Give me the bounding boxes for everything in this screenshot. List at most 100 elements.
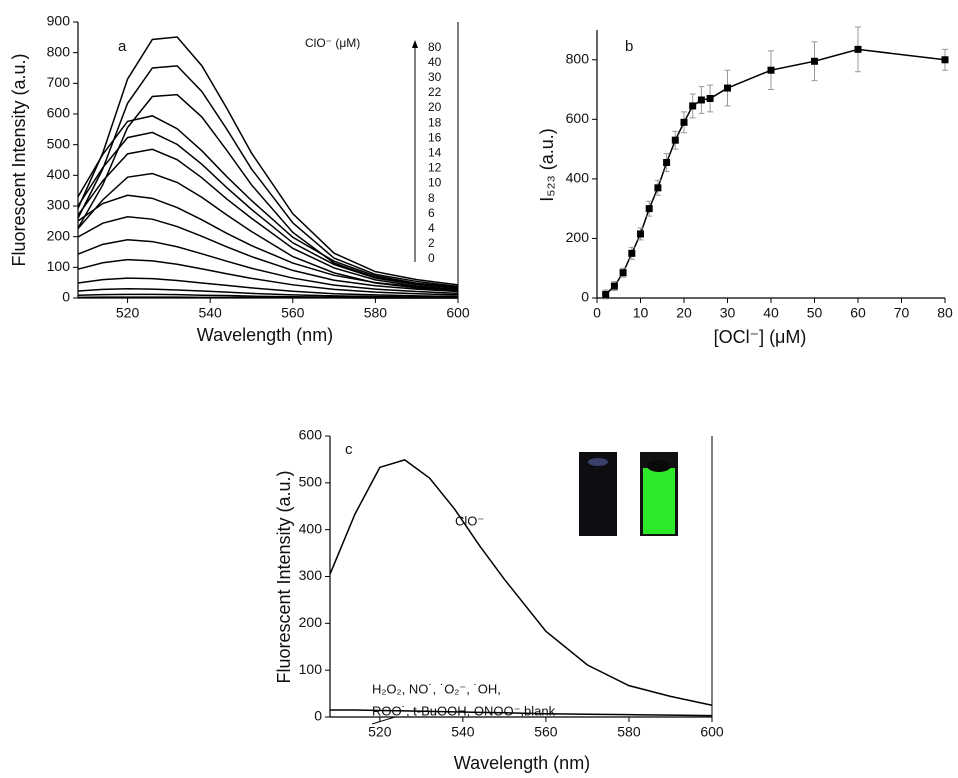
series-label: 6 <box>428 206 435 220</box>
marker <box>619 269 627 277</box>
cuvette-meniscus <box>588 458 608 466</box>
panel-letter: b <box>625 38 633 55</box>
marker <box>628 249 636 257</box>
leader-line <box>371 716 396 725</box>
x-tick-label: 540 <box>451 724 475 740</box>
series-label: 40 <box>428 55 442 69</box>
series-label: 30 <box>428 70 442 84</box>
panel-letter: a <box>118 38 127 55</box>
x-tick-label: 580 <box>364 305 388 321</box>
y-tick-label: 100 <box>47 258 71 274</box>
series-line <box>77 115 459 288</box>
series-line <box>330 709 713 717</box>
x-tick-label: 600 <box>446 305 470 321</box>
x-tick-label: 520 <box>368 724 392 740</box>
series-line <box>77 293 458 299</box>
x-tick-label: 70 <box>894 305 910 321</box>
y-tick-label: 700 <box>47 74 71 90</box>
y-tick-label: 600 <box>566 110 590 126</box>
marker <box>610 282 618 290</box>
series-label: 2 <box>428 236 435 250</box>
series-line <box>77 288 459 299</box>
x-tick-label: 540 <box>198 305 222 321</box>
marker <box>645 205 653 213</box>
x-tick-label: 600 <box>700 724 724 740</box>
series-label: 8 <box>428 191 435 205</box>
series-label: 14 <box>428 145 442 159</box>
marker <box>811 57 818 65</box>
y-tick-label: 300 <box>47 197 71 213</box>
x-tick-label: 10 <box>633 305 649 321</box>
x-axis-label: Wavelength (nm) <box>454 753 590 773</box>
marker <box>680 118 688 126</box>
series-line <box>77 215 459 293</box>
series-line <box>77 93 459 289</box>
y-axis-label: Fluorescent Intensity (a.u.) <box>9 53 29 266</box>
annotation: ROO˙, t-BuOOH, ONOO⁻,blank <box>372 703 556 718</box>
series-label: 12 <box>428 161 442 175</box>
series-label: 22 <box>428 85 442 99</box>
marker <box>671 136 679 144</box>
x-tick-label: 520 <box>116 305 140 321</box>
marker <box>689 102 697 110</box>
series-line <box>605 48 946 295</box>
series-label: 80 <box>428 40 442 54</box>
x-tick-label: 0 <box>593 305 601 321</box>
x-tick-label: 80 <box>937 305 953 321</box>
series-label: 16 <box>428 130 442 144</box>
series-line <box>77 238 459 295</box>
y-tick-label: 800 <box>47 43 71 59</box>
y-tick-label: 400 <box>299 520 323 536</box>
cuvette-green <box>643 468 675 534</box>
marker <box>602 290 610 298</box>
series-label: 4 <box>428 221 435 235</box>
x-tick-label: 580 <box>617 724 641 740</box>
cuvette-top <box>647 460 671 472</box>
y-tick-label: 300 <box>299 567 323 583</box>
y-tick-label: 500 <box>299 474 323 490</box>
panel-letter: c <box>345 441 353 458</box>
y-axis-label: Fluorescent Intensity (a.u.) <box>274 470 294 683</box>
series-line <box>77 131 459 289</box>
marker <box>697 96 705 104</box>
y-tick-label: 0 <box>581 289 589 305</box>
series-line <box>77 258 459 296</box>
y-axis-label: I₅₂₃ (a.u.) <box>537 128 557 202</box>
series-label: ClO⁻ <box>455 513 484 528</box>
y-tick-label: 200 <box>566 229 590 245</box>
y-tick-label: 500 <box>47 135 71 151</box>
series-label: 20 <box>428 100 442 114</box>
y-tick-label: 400 <box>566 170 590 186</box>
series-line <box>77 36 459 286</box>
y-tick-label: 600 <box>299 427 323 443</box>
y-tick-label: 400 <box>47 166 71 182</box>
annotation: H₂O₂, NO˙, ˙O₂⁻, ˙OH, <box>372 681 501 696</box>
series-line <box>329 459 713 707</box>
marker <box>767 66 775 74</box>
x-axis-label: Wavelength (nm) <box>197 325 333 345</box>
y-tick-label: 800 <box>566 50 590 66</box>
series-line <box>77 194 459 291</box>
series-label: 10 <box>428 176 442 190</box>
series-label: 0 <box>428 251 435 265</box>
x-tick-label: 40 <box>763 305 779 321</box>
series-line <box>77 277 459 298</box>
marker <box>724 84 731 92</box>
marker <box>654 184 662 192</box>
y-tick-label: 100 <box>299 661 323 677</box>
series-line <box>77 172 459 292</box>
series-label: 18 <box>428 115 442 129</box>
marker <box>941 56 949 64</box>
annotation: ClO⁻ (μM) <box>305 36 360 50</box>
x-tick-label: 560 <box>534 724 558 740</box>
marker <box>663 159 671 167</box>
x-tick-label: 50 <box>807 305 823 321</box>
x-tick-label: 30 <box>720 305 736 321</box>
y-tick-label: 0 <box>314 708 322 724</box>
marker <box>706 94 714 102</box>
arrow-head <box>412 40 418 48</box>
x-tick-label: 60 <box>850 305 866 321</box>
marker <box>854 45 862 53</box>
